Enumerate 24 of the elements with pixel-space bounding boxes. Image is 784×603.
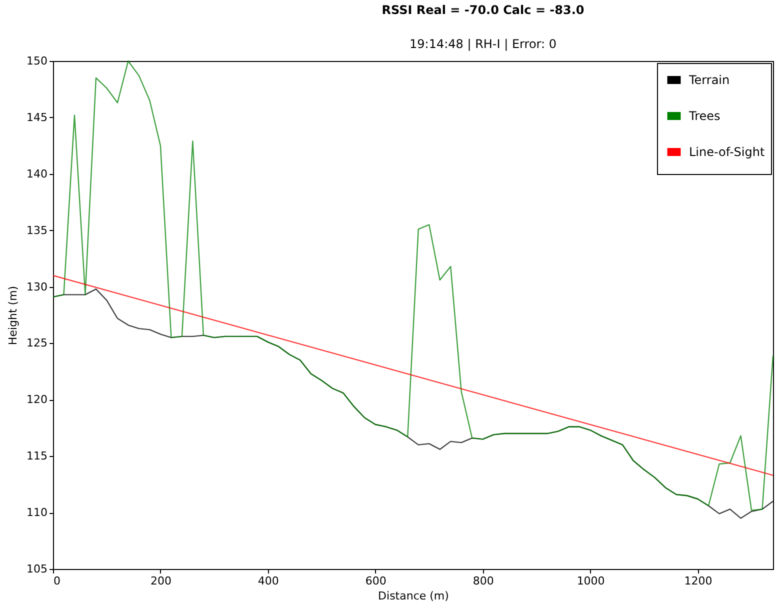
- y-tick-label: 105: [26, 562, 48, 576]
- y-tick-label: 150: [26, 54, 48, 68]
- y-tick-label: 125: [26, 336, 48, 350]
- y-tick-label: 145: [26, 110, 48, 124]
- y-axis-title: Height (m): [6, 286, 20, 346]
- chart-subtitle: 19:14:48 | RH-I | Error: 0: [410, 37, 556, 51]
- y-tick-label: 110: [26, 506, 48, 520]
- x-tick-label: 800: [472, 574, 494, 588]
- x-tick-label: 1000: [576, 574, 605, 588]
- x-tick-label: 200: [150, 574, 172, 588]
- x-tick-label: 600: [365, 574, 386, 588]
- y-tick-label: 115: [26, 450, 48, 463]
- x-tick-label: 1200: [684, 574, 712, 588]
- chart-title: RSSI Real = -70.0 Calc = -83.0: [382, 3, 584, 17]
- x-tick-label: 400: [258, 574, 279, 588]
- x-axis-title: Distance (m): [378, 590, 449, 602]
- legend-label: Line-of-Sight: [689, 145, 765, 159]
- legend-label: Terrain: [688, 73, 730, 87]
- y-tick-label: 135: [26, 224, 48, 237]
- legend-label: Trees: [688, 109, 720, 123]
- x-tick-label: 0: [54, 574, 60, 588]
- y-tick-label: 120: [26, 393, 48, 406]
- y-tick-label: 140: [26, 167, 48, 180]
- y-tick-label: 130: [26, 280, 48, 294]
